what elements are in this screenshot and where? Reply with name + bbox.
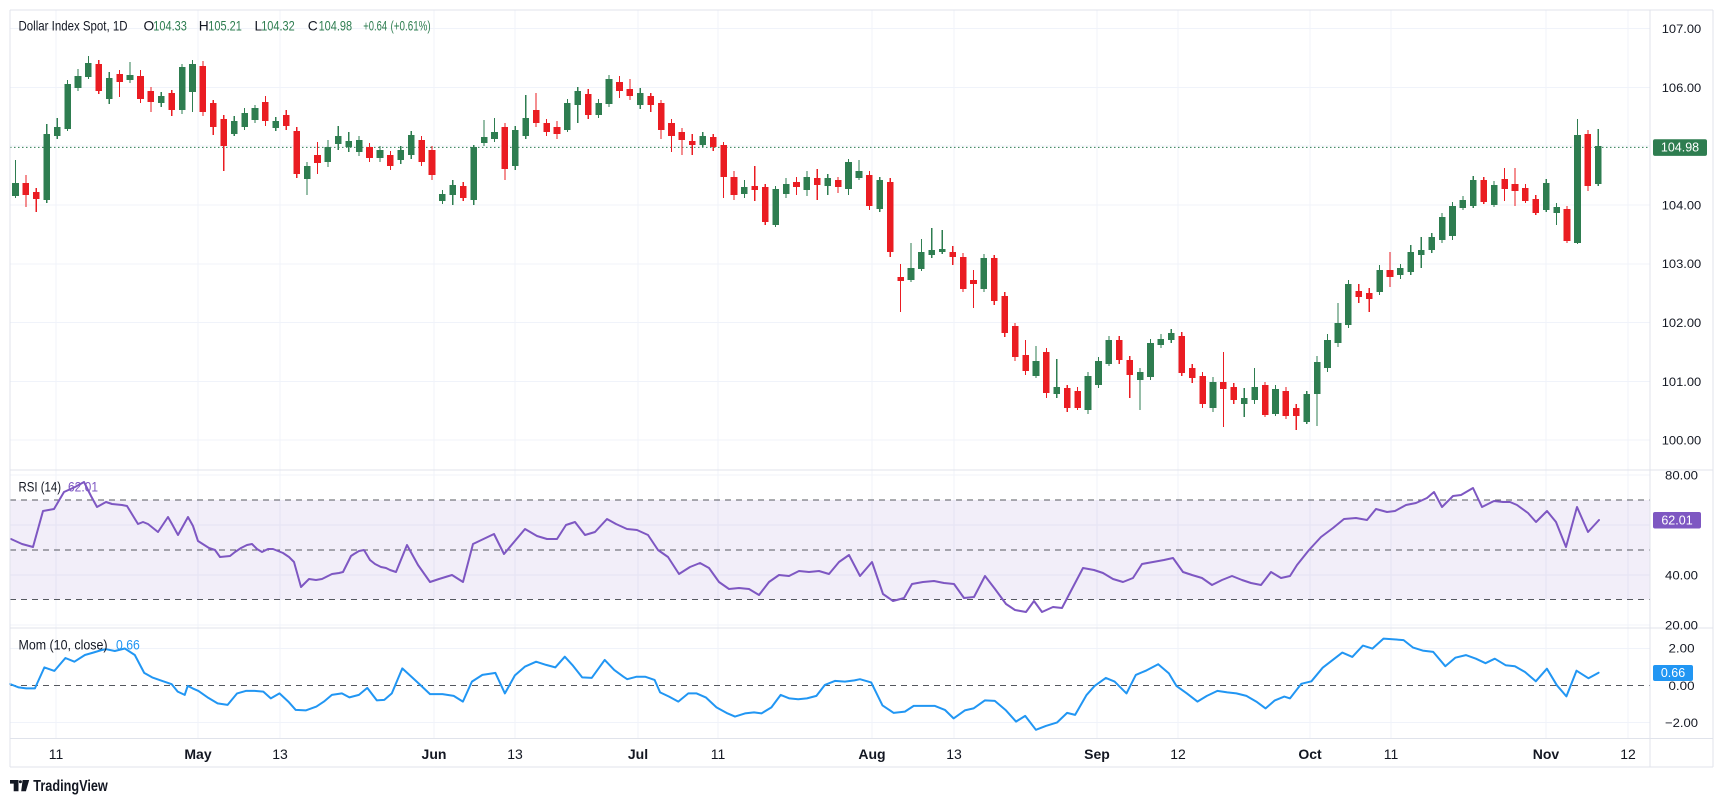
svg-text:May: May [184,746,211,762]
svg-text:62.01: 62.01 [1661,513,1692,527]
svg-text:103.00: 103.00 [1662,257,1702,271]
svg-text:RSI (14): RSI (14) [19,480,62,495]
svg-text:62.01: 62.01 [68,480,98,495]
svg-text:Jul: Jul [628,746,648,762]
svg-text:102.00: 102.00 [1662,316,1702,330]
svg-text:0.66: 0.66 [1661,666,1685,680]
svg-text:Oct: Oct [1298,746,1322,762]
svg-text:80.00: 80.00 [1665,468,1698,482]
svg-text:Jun: Jun [422,746,447,762]
svg-text:TradingView: TradingView [33,778,108,795]
svg-text:20.00: 20.00 [1665,618,1698,632]
svg-text:L: L [255,19,263,34]
svg-text:104.00: 104.00 [1662,198,1702,212]
svg-text:0.00: 0.00 [1669,679,1695,693]
svg-text:−2.00: −2.00 [1665,716,1698,730]
svg-text:104.98: 104.98 [319,19,353,34]
svg-text:106.00: 106.00 [1662,81,1702,95]
svg-text:Sep: Sep [1084,746,1110,762]
svg-text:100.00: 100.00 [1662,434,1702,448]
svg-text:13: 13 [272,746,288,762]
svg-text:11: 11 [49,746,64,762]
svg-text:13: 13 [507,746,523,762]
svg-text:Aug: Aug [858,746,885,762]
svg-text:40.00: 40.00 [1665,568,1698,582]
svg-text:105.21: 105.21 [208,19,242,34]
svg-text:Nov: Nov [1533,746,1560,762]
svg-text:+0.64: +0.64 [363,19,387,34]
svg-text:H: H [199,19,209,34]
svg-text:Mom (10, close): Mom (10, close) [19,638,108,653]
svg-text:107.00: 107.00 [1662,22,1702,36]
svg-text:12: 12 [1620,746,1636,762]
svg-text:104.98: 104.98 [1661,141,1699,155]
svg-text:2.00: 2.00 [1669,642,1695,656]
svg-text:101.00: 101.00 [1662,375,1702,389]
svg-text:104.33: 104.33 [153,19,187,34]
svg-text:11: 11 [711,746,726,762]
svg-text:O: O [144,19,155,34]
svg-text:(+0.61%): (+0.61%) [391,19,431,34]
svg-text:C: C [308,19,318,34]
svg-text:0.66: 0.66 [116,638,140,653]
svg-text:104.32: 104.32 [261,19,295,34]
svg-text:Dollar Index Spot, 1D: Dollar Index Spot, 1D [19,19,128,34]
svg-text:12: 12 [1170,746,1186,762]
svg-text:13: 13 [946,746,962,762]
svg-text:11: 11 [1384,746,1399,762]
